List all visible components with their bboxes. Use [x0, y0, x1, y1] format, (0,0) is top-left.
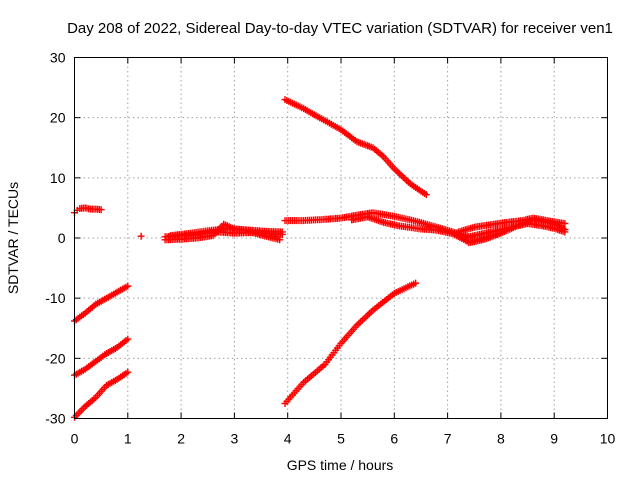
plus-markers	[71, 335, 132, 379]
x-tick-label: 8	[497, 431, 505, 447]
series-track-c	[71, 335, 132, 379]
y-tick-label: 0	[58, 230, 66, 246]
x-tick-label: 5	[337, 431, 345, 447]
y-tick-label: -30	[45, 411, 65, 427]
y-tick-label: -10	[45, 290, 65, 306]
x-tick-label: 9	[550, 431, 558, 447]
x-tick-label: 1	[124, 431, 132, 447]
x-tick-label: 7	[444, 431, 452, 447]
series-track-d	[71, 368, 132, 421]
x-tick-label: 2	[177, 431, 185, 447]
series-track-e	[137, 232, 145, 240]
data-marks	[71, 96, 569, 421]
plus-markers	[281, 279, 420, 407]
x-axis-label: GPS time / hours	[287, 457, 394, 473]
y-tick-label: -20	[45, 350, 65, 366]
plus-markers	[137, 232, 145, 240]
plus-markers	[71, 204, 105, 217]
x-tick-label: 4	[284, 431, 292, 447]
plus-markers	[166, 224, 284, 244]
plus-markers	[465, 216, 569, 247]
series-track-b	[71, 282, 132, 325]
x-tick-label: 3	[231, 431, 239, 447]
x-tick-label: 6	[390, 431, 398, 447]
series-track-j	[281, 209, 473, 241]
y-tick-label: 20	[50, 110, 66, 126]
grid-lines	[74, 57, 608, 419]
y-tick-label: 30	[50, 50, 66, 66]
series-track-o	[465, 216, 569, 247]
y-tick-label: 10	[50, 170, 66, 186]
plus-markers	[71, 368, 132, 421]
plus-markers	[71, 282, 132, 325]
y-axis-label: SDTVAR / TECUs	[5, 182, 21, 294]
series-track-i	[281, 96, 430, 199]
plus-markers	[281, 209, 473, 241]
series-track-a	[71, 204, 105, 217]
series-track-h	[166, 224, 284, 244]
axis-ticks: 0 1 2 3 4 5 6 7 8 9 10 -30 -20 -10 0 10 20 30	[45, 50, 615, 447]
chart-title: Day 208 of 2022, Sidereal Day-to-day VTE…	[67, 20, 613, 37]
series-track-l	[281, 279, 420, 407]
plus-markers	[281, 96, 430, 199]
x-tick-label: 10	[600, 431, 616, 447]
x-tick-label: 0	[71, 431, 79, 447]
